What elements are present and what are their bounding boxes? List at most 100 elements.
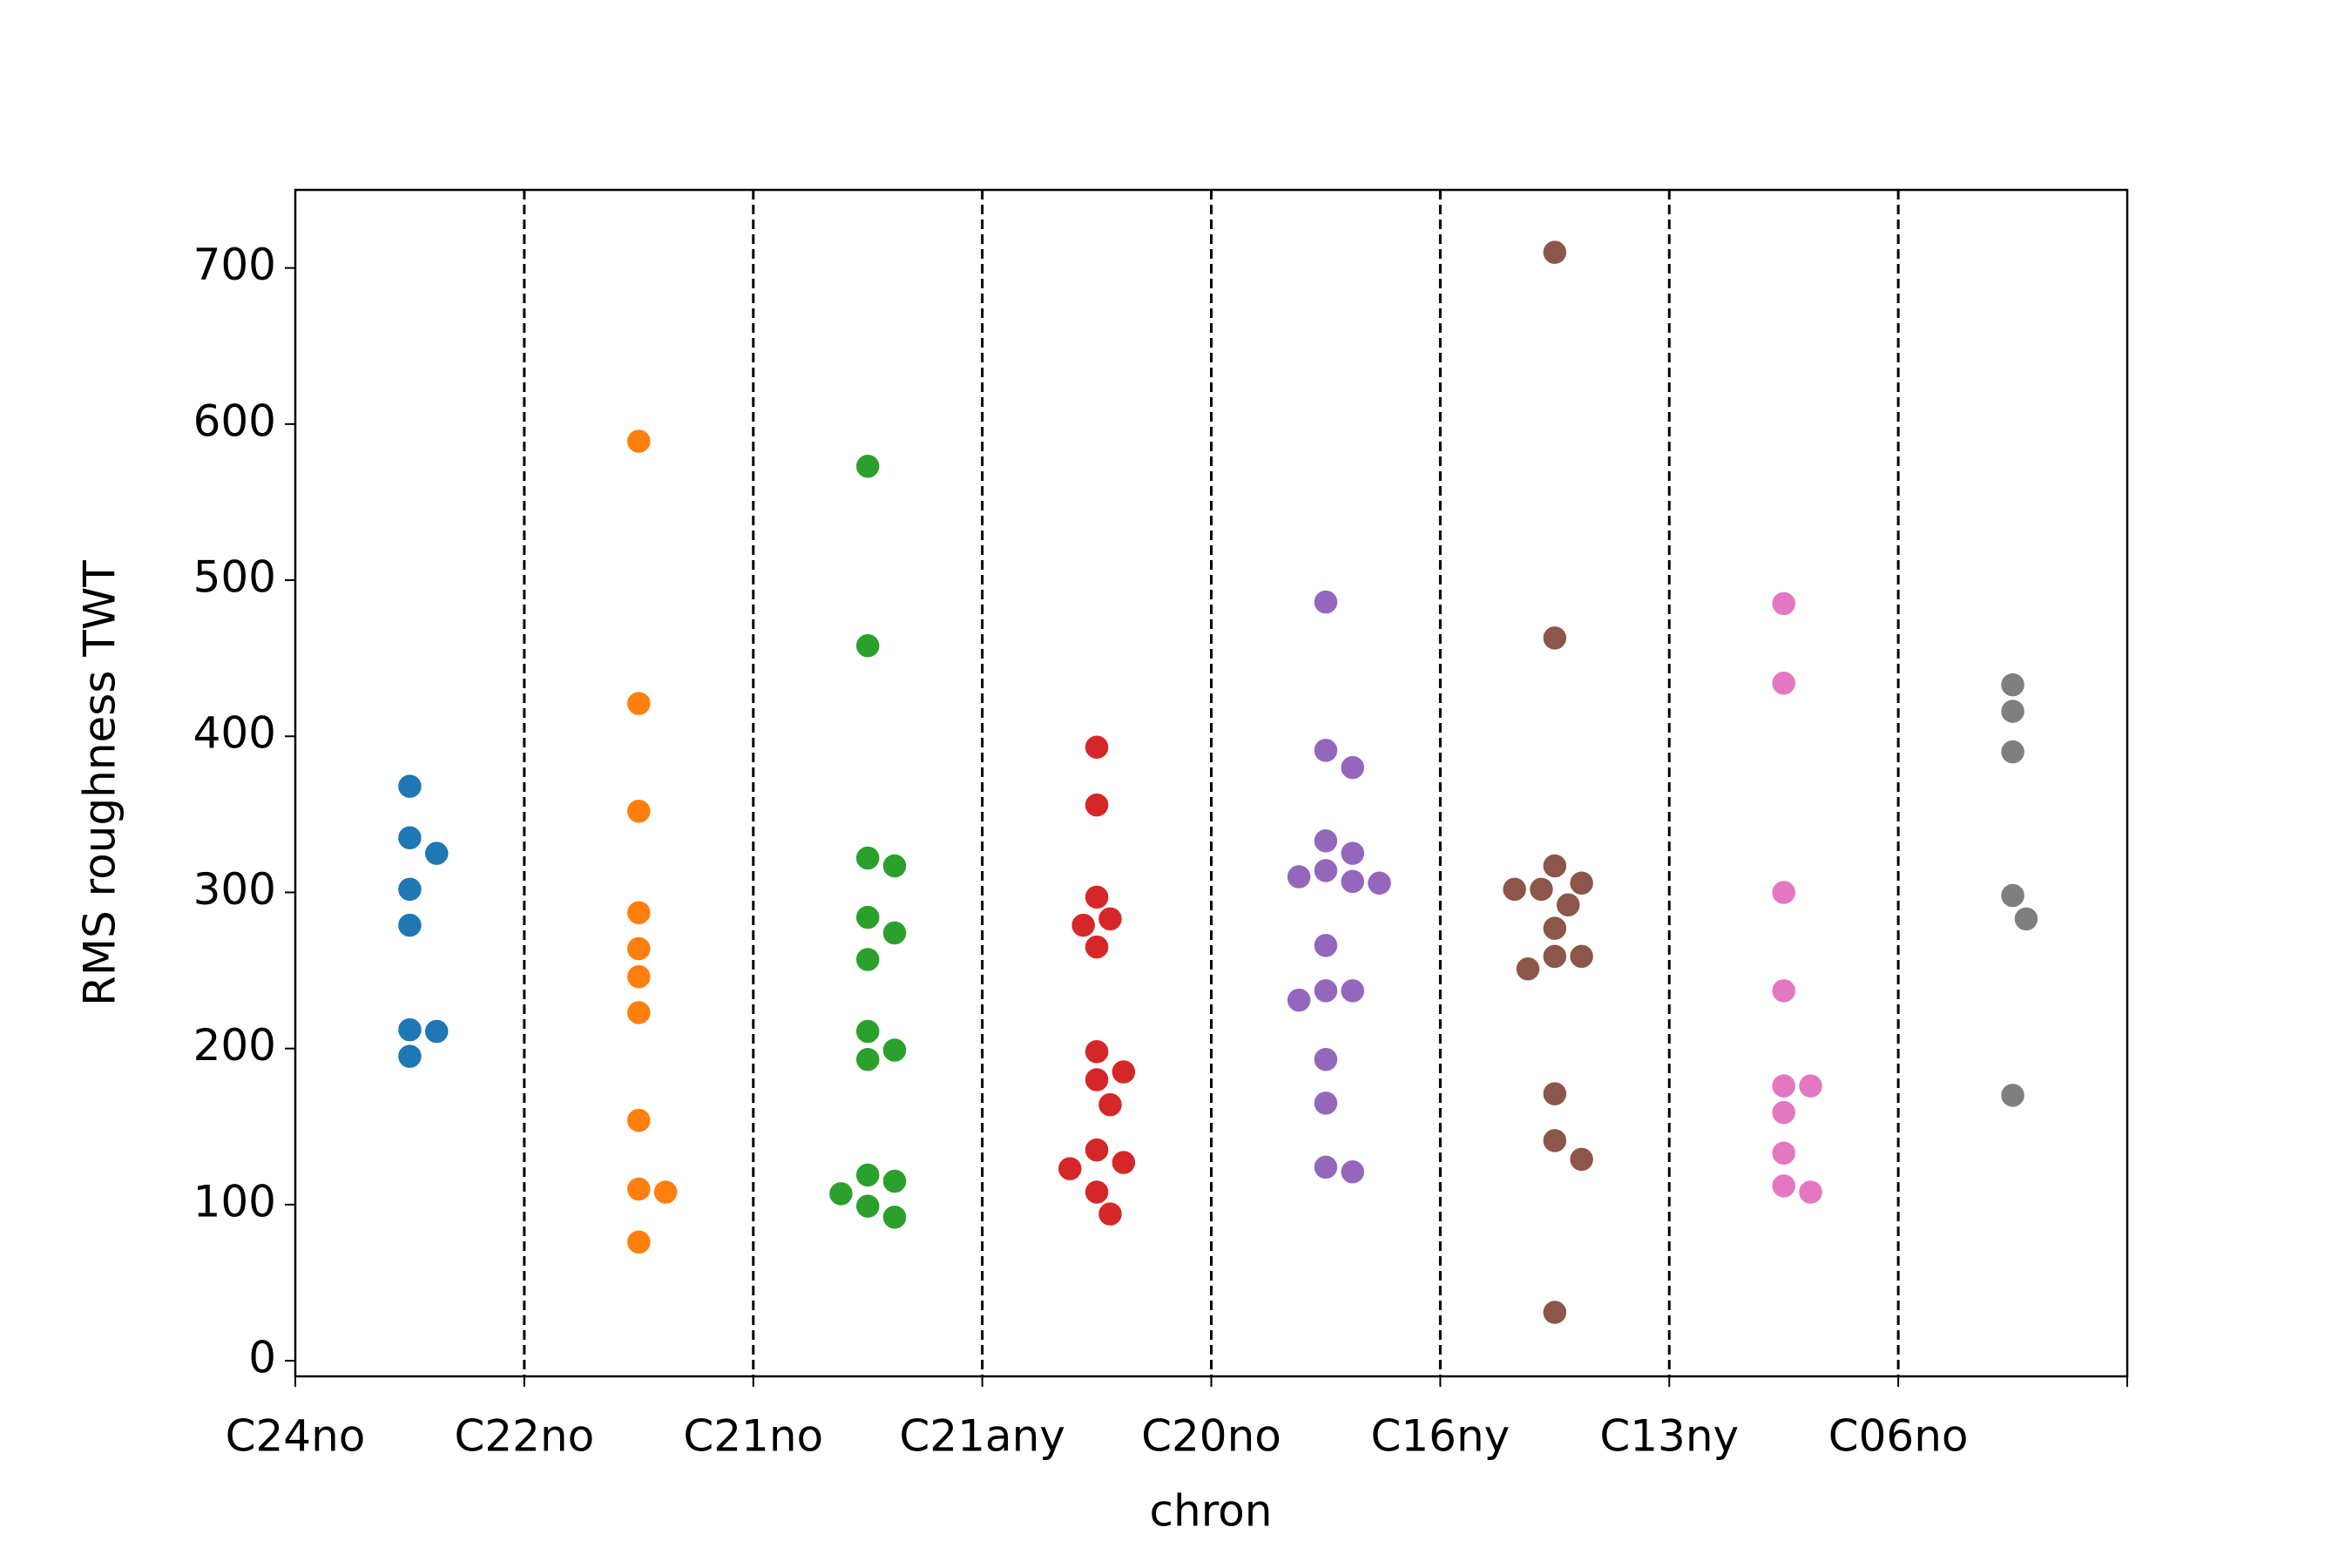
data-point [1770, 977, 1797, 1004]
data-point [1070, 912, 1097, 938]
data-point [1339, 754, 1366, 781]
data-point [1097, 1200, 1124, 1227]
data-point [1999, 672, 2026, 698]
data-point [855, 946, 881, 973]
data-point [1339, 977, 1366, 1004]
data-point [1770, 1099, 1797, 1125]
data-point [1084, 1066, 1110, 1093]
data-point [855, 1162, 881, 1188]
x-tick-label: C06no [1828, 1411, 1969, 1462]
data-point [625, 1107, 652, 1133]
x-tick-label: C21any [899, 1411, 1064, 1462]
data-point [1568, 869, 1595, 896]
data-point [396, 824, 423, 851]
data-point [1097, 906, 1124, 932]
data-point [855, 845, 881, 871]
data-point [1542, 915, 1568, 942]
y-tick-label: 0 [248, 1333, 276, 1383]
data-point [1542, 1299, 1568, 1326]
data-point [1999, 882, 2026, 909]
data-point [625, 1176, 652, 1202]
data-point [1111, 1058, 1137, 1085]
data-point [882, 1168, 908, 1194]
data-point [1097, 1092, 1124, 1118]
data-point [1999, 698, 2026, 725]
data-point [625, 690, 652, 717]
data-point [625, 899, 652, 926]
x-tick-label: C21no [683, 1411, 823, 1462]
data-point [1999, 1082, 2026, 1109]
data-point [855, 1046, 881, 1072]
data-point [855, 632, 881, 659]
data-point [1339, 868, 1366, 895]
data-point [1313, 932, 1339, 959]
y-tick-label: 500 [193, 552, 276, 603]
data-point [1770, 879, 1797, 906]
y-tick-label: 200 [193, 1020, 276, 1071]
data-point [1084, 1179, 1110, 1206]
data-point [1339, 1159, 1366, 1185]
data-point [1313, 1090, 1339, 1117]
data-point [1568, 943, 1595, 970]
data-point [625, 428, 652, 455]
data-point [1313, 857, 1339, 884]
data-point [1084, 1038, 1110, 1064]
data-point [1286, 987, 1312, 1013]
data-point [882, 1204, 908, 1230]
data-point [1542, 853, 1568, 879]
data-point [1057, 1155, 1084, 1182]
data-point [882, 1037, 908, 1064]
data-point [1568, 1146, 1595, 1173]
data-point [1313, 1154, 1339, 1180]
data-point [855, 904, 881, 930]
data-point [855, 1018, 881, 1044]
data-point [1542, 625, 1568, 652]
data-point [1542, 1080, 1568, 1107]
data-point [1999, 739, 2026, 765]
data-point [855, 453, 881, 479]
data-point [1286, 863, 1312, 890]
data-point [1313, 737, 1339, 764]
y-tick-label: 400 [193, 708, 276, 759]
data-point [1366, 869, 1393, 896]
data-point [1313, 977, 1339, 1004]
x-tick-label: C16ny [1370, 1411, 1510, 1462]
data-point [882, 920, 908, 946]
data-point [1555, 892, 1581, 918]
y-tick-label: 300 [193, 864, 276, 915]
data-point [1542, 239, 1568, 266]
data-point [1515, 956, 1541, 983]
data-point [1770, 1173, 1797, 1200]
data-point [1339, 840, 1366, 867]
data-point [1111, 1149, 1137, 1176]
data-point [423, 1018, 449, 1044]
x-tick-label: C20no [1141, 1411, 1281, 1462]
x-tick-label: C13ny [1599, 1411, 1739, 1462]
data-point [625, 936, 652, 962]
data-point [1084, 734, 1110, 760]
data-point [1770, 670, 1797, 697]
data-point [2013, 906, 2039, 932]
data-point [1770, 591, 1797, 617]
data-point [625, 798, 652, 825]
data-point [1797, 1179, 1824, 1206]
y-tick-label: 600 [193, 395, 276, 446]
data-point [396, 876, 423, 902]
data-point [652, 1179, 679, 1206]
y-axis-label: RMS roughness TWT [75, 560, 125, 1006]
data-point [882, 853, 908, 879]
y-tick-label: 100 [193, 1176, 276, 1227]
data-point [1084, 1137, 1110, 1163]
data-point [1084, 884, 1110, 910]
data-point [396, 912, 423, 938]
plot-frame [294, 188, 2129, 1378]
data-point [1542, 1127, 1568, 1154]
x-axis-label: chron [1150, 1486, 1273, 1537]
data-point [625, 1229, 652, 1255]
data-point [396, 1043, 423, 1070]
y-tick-label: 700 [193, 240, 276, 290]
data-point [855, 1193, 881, 1220]
data-point [1313, 589, 1339, 615]
data-point [1084, 792, 1110, 818]
